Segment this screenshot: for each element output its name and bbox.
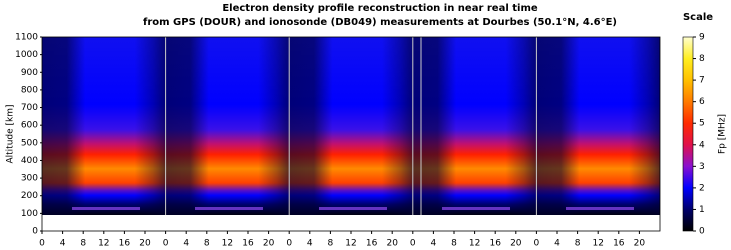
y-tick-label: 700 xyxy=(21,103,38,113)
colorbar-tick-label: 5 xyxy=(699,119,705,129)
x-tick-label: 4 xyxy=(183,239,189,249)
y-tick-label: 100 xyxy=(21,209,38,219)
layer-band xyxy=(442,207,510,210)
x-tick-label: 4 xyxy=(307,239,313,249)
layer-band xyxy=(566,207,634,210)
x-tick-label: 12 xyxy=(592,239,603,249)
night-shade xyxy=(289,37,413,215)
x-tick-label: 12 xyxy=(222,239,233,249)
x-tick-label: 8 xyxy=(204,239,210,249)
x-tick-label: 4 xyxy=(554,239,560,249)
x-tick-label: 8 xyxy=(451,239,457,249)
night-shade xyxy=(413,37,537,215)
y-tick-label: 600 xyxy=(21,121,38,131)
x-tick-label: 12 xyxy=(345,239,356,249)
x-tick-label: 8 xyxy=(575,239,581,249)
chart: Electron density profile reconstruction … xyxy=(0,0,731,250)
x-tick-label: 20 xyxy=(510,239,522,249)
night-shade xyxy=(536,37,660,215)
x-tick-label: 0 xyxy=(410,239,416,249)
y-tick-label: 1100 xyxy=(15,33,38,43)
y-axis-label: Altitude [km] xyxy=(6,104,16,163)
chart-title: Electron density profile reconstruction … xyxy=(222,3,538,14)
heatmap xyxy=(42,37,660,215)
y-tick-label: 400 xyxy=(21,156,38,166)
colorbar-tick-label: 3 xyxy=(699,162,705,172)
x-tick-label: 0 xyxy=(286,239,292,249)
colorbar-tick-label: 8 xyxy=(699,54,705,64)
x-tick-label: 8 xyxy=(328,239,334,249)
x-tick-label: 20 xyxy=(139,239,151,249)
y-tick-label: 500 xyxy=(21,138,38,148)
layer-band xyxy=(195,207,263,210)
colorbar-label: Fp [MHz] xyxy=(718,114,728,154)
layer-band xyxy=(72,207,140,210)
y-tick-label: 0 xyxy=(32,227,38,237)
x-tick-label: 0 xyxy=(163,239,169,249)
colorbar-tick-label: 6 xyxy=(699,97,705,107)
x-tick-label: 16 xyxy=(613,239,625,249)
x-tick-label: 12 xyxy=(98,239,109,249)
x-tick-label: 20 xyxy=(263,239,275,249)
colorbar-tick-label: 9 xyxy=(699,33,705,43)
y-tick-label: 800 xyxy=(21,85,38,95)
colorbar-tick-label: 1 xyxy=(699,205,705,215)
colorbar xyxy=(683,37,693,231)
colorbar-title: Scale xyxy=(683,12,713,23)
night-shade xyxy=(42,37,166,215)
x-tick-label: 16 xyxy=(119,239,131,249)
x-tick-label: 0 xyxy=(39,239,45,249)
colorbar-tick-label: 0 xyxy=(699,227,705,237)
x-tick-label: 16 xyxy=(489,239,501,249)
x-tick-label: 16 xyxy=(366,239,378,249)
y-tick-label: 900 xyxy=(21,68,38,78)
y-tick-label: 300 xyxy=(21,174,38,184)
colorbar-tick-label: 4 xyxy=(699,140,705,150)
x-tick-label: 12 xyxy=(469,239,480,249)
x-tick-label: 20 xyxy=(386,239,398,249)
x-tick-label: 8 xyxy=(80,239,86,249)
x-tick-label: 0 xyxy=(534,239,540,249)
y-tick-label: 1000 xyxy=(15,50,38,60)
x-tick-label: 20 xyxy=(634,239,646,249)
x-tick-label: 4 xyxy=(60,239,66,249)
x-tick-label: 4 xyxy=(431,239,437,249)
x-tick-label: 16 xyxy=(242,239,254,249)
night-shade xyxy=(166,37,290,215)
y-tick-label: 200 xyxy=(21,191,38,201)
chart-subtitle: from GPS (DOUR) and ionosonde (DB049) me… xyxy=(143,17,617,28)
layer-band xyxy=(319,207,387,210)
colorbar-tick-label: 7 xyxy=(699,76,705,86)
colorbar-tick-label: 2 xyxy=(699,183,705,193)
